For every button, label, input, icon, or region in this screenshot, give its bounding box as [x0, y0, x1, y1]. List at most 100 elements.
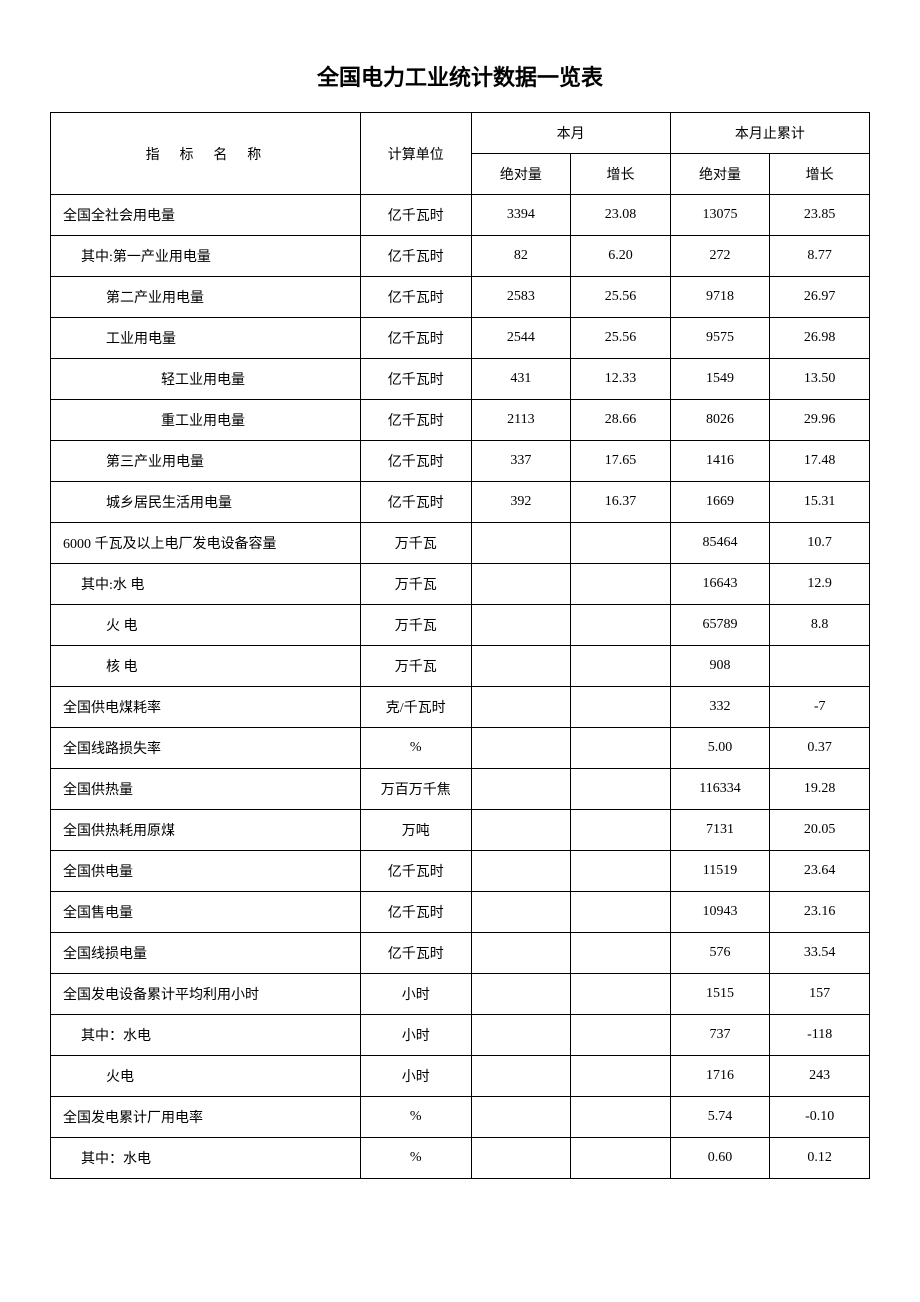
- cell-indicator-name: 6000 千瓦及以上电厂发电设备容量: [51, 523, 361, 564]
- cell-unit: %: [360, 1097, 471, 1138]
- cell-cumulative-absolute: 272: [670, 236, 770, 277]
- cell-month-growth: [571, 933, 671, 974]
- cell-indicator-name: 全国供热量: [51, 769, 361, 810]
- cell-cumulative-absolute: 13075: [670, 195, 770, 236]
- header-current-month: 本月: [471, 113, 670, 154]
- cell-unit: 万千瓦: [360, 646, 471, 687]
- table-row: 工业用电量亿千瓦时254425.56957526.98: [51, 318, 870, 359]
- cell-indicator-name: 全国线损电量: [51, 933, 361, 974]
- cell-unit: 亿千瓦时: [360, 441, 471, 482]
- table-body: 全国全社会用电量亿千瓦时339423.081307523.85其中:第一产业用电…: [51, 195, 870, 1179]
- cell-unit: 万吨: [360, 810, 471, 851]
- cell-indicator-name: 全国售电量: [51, 892, 361, 933]
- cell-month-growth: [571, 1015, 671, 1056]
- cell-month-growth: [571, 1097, 671, 1138]
- cell-unit: 亿千瓦时: [360, 482, 471, 523]
- cell-unit: 万百万千焦: [360, 769, 471, 810]
- cell-indicator-name: 其中:第一产业用电量: [51, 236, 361, 277]
- table-row: 轻工业用电量亿千瓦时43112.33154913.50: [51, 359, 870, 400]
- cell-cumulative-absolute: 908: [670, 646, 770, 687]
- cell-month-growth: 6.20: [571, 236, 671, 277]
- cell-unit: 小时: [360, 1015, 471, 1056]
- cell-cumulative-absolute: 11519: [670, 851, 770, 892]
- table-row: 其中：水电小时737-118: [51, 1015, 870, 1056]
- cell-unit: 万千瓦: [360, 605, 471, 646]
- table-row: 其中:第一产业用电量亿千瓦时826.202728.77: [51, 236, 870, 277]
- cell-unit: 亿千瓦时: [360, 851, 471, 892]
- cell-month-absolute: 2583: [471, 277, 571, 318]
- table-row: 核 电万千瓦 908: [51, 646, 870, 687]
- cell-month-growth: 12.33: [571, 359, 671, 400]
- cell-month-growth: [571, 851, 671, 892]
- cell-month-growth: [571, 605, 671, 646]
- cell-cumulative-absolute: 0.60: [670, 1138, 770, 1179]
- table-row: 全国线路损失率%5.000.37: [51, 728, 870, 769]
- cell-unit: 亿千瓦时: [360, 359, 471, 400]
- header-cumulative: 本月止累计: [670, 113, 869, 154]
- cell-cumulative-growth: 157: [770, 974, 870, 1015]
- cell-unit: 万千瓦: [360, 523, 471, 564]
- cell-indicator-name: 全国供电煤耗率: [51, 687, 361, 728]
- cell-month-growth: [571, 523, 671, 564]
- cell-month-growth: [571, 974, 671, 1015]
- cell-indicator-name: 核 电: [51, 646, 361, 687]
- cell-cumulative-absolute: 10943: [670, 892, 770, 933]
- cell-cumulative-growth: -7: [770, 687, 870, 728]
- cell-month-absolute: [471, 605, 571, 646]
- cell-unit: 亿千瓦时: [360, 277, 471, 318]
- cell-unit: 亿千瓦时: [360, 195, 471, 236]
- cell-cumulative-growth: 29.96: [770, 400, 870, 441]
- header-month-growth: 增长: [571, 154, 671, 195]
- table-row: 重工业用电量亿千瓦时211328.66802629.96: [51, 400, 870, 441]
- cell-month-growth: 28.66: [571, 400, 671, 441]
- cell-cumulative-growth: 8.8: [770, 605, 870, 646]
- cell-cumulative-absolute: 576: [670, 933, 770, 974]
- cell-indicator-name: 全国全社会用电量: [51, 195, 361, 236]
- cell-cumulative-growth: 23.85: [770, 195, 870, 236]
- cell-cumulative-absolute: 5.74: [670, 1097, 770, 1138]
- cell-cumulative-growth: 23.64: [770, 851, 870, 892]
- cell-month-growth: 16.37: [571, 482, 671, 523]
- cell-month-absolute: [471, 933, 571, 974]
- cell-month-growth: [571, 646, 671, 687]
- cell-month-growth: [571, 728, 671, 769]
- cell-month-absolute: 2113: [471, 400, 571, 441]
- cell-cumulative-absolute: 1515: [670, 974, 770, 1015]
- cell-indicator-name: 其中：水电: [51, 1015, 361, 1056]
- cell-cumulative-absolute: 7131: [670, 810, 770, 851]
- cell-month-absolute: [471, 523, 571, 564]
- cell-month-growth: [571, 769, 671, 810]
- cell-indicator-name: 其中：水电: [51, 1138, 361, 1179]
- table-row: 全国发电设备累计平均利用小时小时1515157: [51, 974, 870, 1015]
- cell-month-absolute: 392: [471, 482, 571, 523]
- cell-unit: 小时: [360, 974, 471, 1015]
- cell-month-growth: [571, 1056, 671, 1097]
- cell-cumulative-absolute: 332: [670, 687, 770, 728]
- header-cumulative-absolute: 绝对量: [670, 154, 770, 195]
- cell-month-absolute: [471, 728, 571, 769]
- table-row: 全国供热量万百万千焦11633419.28: [51, 769, 870, 810]
- cell-cumulative-absolute: 1716: [670, 1056, 770, 1097]
- table-row: 全国供电煤耗率克/千瓦时332-7: [51, 687, 870, 728]
- cell-month-absolute: [471, 1056, 571, 1097]
- cell-cumulative-growth: 8.77: [770, 236, 870, 277]
- cell-month-absolute: 82: [471, 236, 571, 277]
- cell-cumulative-absolute: 1416: [670, 441, 770, 482]
- cell-indicator-name: 全国线路损失率: [51, 728, 361, 769]
- cell-cumulative-absolute: 1669: [670, 482, 770, 523]
- cell-unit: 万千瓦: [360, 564, 471, 605]
- cell-month-growth: [571, 564, 671, 605]
- cell-unit: %: [360, 1138, 471, 1179]
- table-row: 全国线损电量亿千瓦时57633.54: [51, 933, 870, 974]
- cell-month-growth: 23.08: [571, 195, 671, 236]
- cell-unit: 亿千瓦时: [360, 400, 471, 441]
- table-row: 其中:水 电万千瓦1664312.9: [51, 564, 870, 605]
- cell-cumulative-growth: 26.97: [770, 277, 870, 318]
- header-unit: 计算单位: [360, 113, 471, 195]
- cell-cumulative-growth: 19.28: [770, 769, 870, 810]
- cell-month-absolute: 337: [471, 441, 571, 482]
- data-table: 指 标 名 称 计算单位 本月 本月止累计 绝对量 增长 绝对量 增长 全国全社…: [50, 112, 870, 1179]
- cell-month-growth: [571, 687, 671, 728]
- cell-indicator-name: 重工业用电量: [51, 400, 361, 441]
- cell-cumulative-growth: 15.31: [770, 482, 870, 523]
